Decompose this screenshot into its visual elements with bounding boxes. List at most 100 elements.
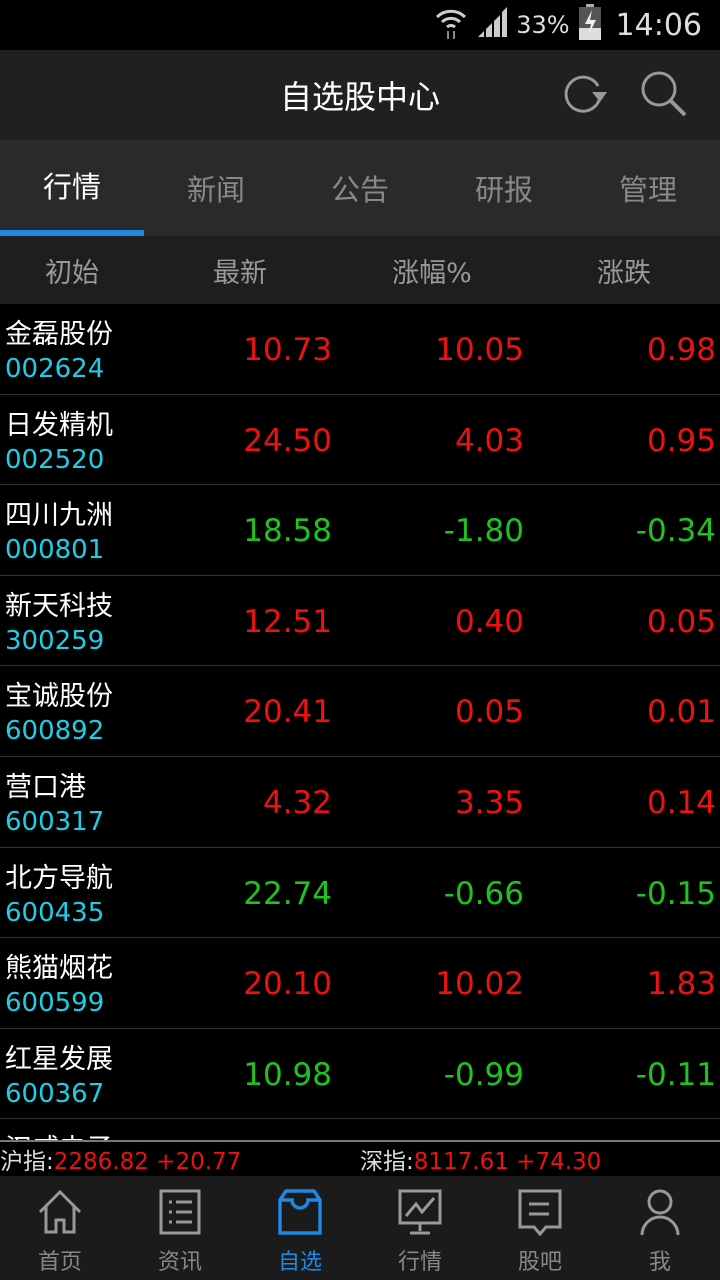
stock-change-pct: 4.03 xyxy=(454,422,524,459)
nav-label: 首页 xyxy=(37,1250,82,1275)
stock-name: 营口港 xyxy=(5,771,86,803)
stock-change-pct: -0.99 xyxy=(443,1056,524,1093)
stock-price: 10.73 xyxy=(243,332,332,368)
nav-watchlist[interactable]: 自选 xyxy=(240,1176,360,1280)
signal-icon xyxy=(476,7,508,43)
nav-home[interactable]: 首页 xyxy=(0,1176,120,1280)
stock-change-pct: -1.80 xyxy=(443,513,524,550)
stock-row[interactable]: 红星发展 600367 10.98 -0.99 -0.11 xyxy=(0,1029,720,1120)
stock-change: 0.98 xyxy=(646,332,716,368)
nav-me[interactable]: 我 xyxy=(600,1176,720,1280)
nav-label: 我 xyxy=(648,1250,671,1275)
column-header: 初始 最新 涨幅% 涨跌 xyxy=(0,236,720,304)
stock-name: 汉威电子 xyxy=(5,1127,113,1140)
stock-code: 000801 xyxy=(5,535,105,566)
stock-change: 0.05 xyxy=(646,603,716,640)
home-icon xyxy=(38,1189,82,1234)
col-latest[interactable]: 最新 xyxy=(213,257,267,289)
tab-manage[interactable]: 管理 xyxy=(618,173,677,207)
search-icon[interactable] xyxy=(638,68,690,124)
nav-forum[interactable]: 股吧 xyxy=(480,1176,600,1280)
tab-news[interactable]: 新闻 xyxy=(186,173,245,207)
stock-row[interactable]: 四川九洲 000801 18.58 -1.80 -0.34 xyxy=(0,485,720,576)
stock-code: 300259 xyxy=(5,625,105,656)
stock-name: 新天科技 xyxy=(5,590,113,622)
stock-name: 宝诚股份 xyxy=(5,681,113,713)
stock-price: 20.10 xyxy=(243,966,332,1003)
chart-icon xyxy=(398,1189,442,1235)
clock: 14:06 xyxy=(615,7,702,43)
sz-index-label: 深指: xyxy=(360,1149,414,1175)
stock-change: 1.83 xyxy=(646,966,716,1003)
sh-index-value: 2286.82 +20.77 xyxy=(53,1149,242,1175)
stock-name: 红星发展 xyxy=(5,1043,113,1075)
stock-change: -0.15 xyxy=(635,875,716,912)
nav-news[interactable]: 资讯 xyxy=(120,1176,240,1280)
nav-label: 自选 xyxy=(277,1250,322,1275)
stock-name: 四川九洲 xyxy=(5,500,113,532)
stock-price: 4.32 xyxy=(262,784,332,821)
stock-change: -0.11 xyxy=(635,1056,716,1093)
stock-row[interactable]: 日发精机 002520 24.50 4.03 0.95 xyxy=(0,395,720,486)
stock-list: 金磊股份 002624 10.73 10.05 0.98 日发精机 002520 … xyxy=(0,304,720,1140)
stock-name: 金磊股份 xyxy=(5,319,113,350)
stock-code: 600599 xyxy=(5,988,105,1019)
stock-change: 0.01 xyxy=(646,694,716,731)
col-initial[interactable]: 初始 xyxy=(45,257,99,289)
stock-price: 22.74 xyxy=(243,875,332,912)
tab-announcements[interactable]: 公告 xyxy=(330,173,389,207)
status-bar: 33% 14:06 xyxy=(0,0,720,50)
stock-code: 600435 xyxy=(5,897,105,928)
stock-change-pct: 3.35 xyxy=(454,784,524,821)
stock-row[interactable]: 新天科技 300259 12.51 0.40 0.05 xyxy=(0,576,720,667)
stock-price: 18.58 xyxy=(243,513,332,550)
user-icon xyxy=(640,1189,680,1236)
tab-research[interactable]: 研报 xyxy=(474,173,533,207)
stock-row[interactable]: 金磊股份 002624 10.73 10.05 0.98 xyxy=(0,304,720,395)
col-change[interactable]: 涨跌 xyxy=(597,257,651,289)
stock-code: 600892 xyxy=(5,716,105,747)
stock-change-pct: 0.40 xyxy=(454,603,524,640)
index-ticker: 沪指:2286.82 +20.77 深指:8117.61 +74.30 xyxy=(0,1140,720,1176)
stock-code: 600367 xyxy=(5,1078,105,1109)
stock-code: 002520 xyxy=(5,444,105,475)
list-icon xyxy=(159,1189,201,1235)
battery-icon xyxy=(578,4,602,46)
col-change-pct[interactable]: 涨幅% xyxy=(392,257,472,289)
chat-icon xyxy=(518,1189,562,1236)
stock-row[interactable]: 汉威电子 xyxy=(0,1119,720,1140)
stock-code: 002624 xyxy=(5,354,105,384)
sz-index-value: 8117.61 +74.30 xyxy=(413,1149,602,1175)
stock-name: 北方导航 xyxy=(5,862,113,894)
stock-change-pct: -0.66 xyxy=(443,875,524,912)
wifi-icon xyxy=(434,5,468,45)
stock-row[interactable]: 营口港 600317 4.32 3.35 0.14 xyxy=(0,757,720,848)
stock-change: 0.95 xyxy=(646,422,716,459)
nav-label: 资讯 xyxy=(157,1250,202,1275)
nav-market[interactable]: 行情 xyxy=(360,1176,480,1280)
stock-price: 24.50 xyxy=(243,422,332,459)
stock-change-pct: 0.05 xyxy=(454,694,524,731)
stock-row[interactable]: 宝诚股份 600892 20.41 0.05 0.01 xyxy=(0,666,720,757)
stock-change: -0.34 xyxy=(635,513,716,550)
nav-label: 行情 xyxy=(397,1250,442,1275)
refresh-icon[interactable] xyxy=(558,68,608,124)
tab-quotes[interactable]: 行情 xyxy=(0,140,144,236)
stock-name: 熊猫烟花 xyxy=(5,953,113,985)
stock-price: 20.41 xyxy=(243,694,332,731)
bottom-nav: 首页 资讯 自选 行情 股吧 我 xyxy=(0,1176,720,1280)
stock-name: 日发精机 xyxy=(5,409,113,441)
stock-row[interactable]: 北方导航 600435 22.74 -0.66 -0.15 xyxy=(0,848,720,939)
stock-code: 600317 xyxy=(5,806,105,837)
page-title: 自选股中心 xyxy=(279,78,440,116)
inbox-icon xyxy=(278,1189,322,1235)
stock-change-pct: 10.02 xyxy=(435,966,524,1003)
sh-index-label: 沪指: xyxy=(0,1149,54,1175)
tab-bar: 行情 新闻 公告 研报 管理 xyxy=(0,140,720,236)
stock-price: 10.98 xyxy=(243,1056,332,1093)
stock-row[interactable]: 熊猫烟花 600599 20.10 10.02 1.83 xyxy=(0,938,720,1029)
stock-change: 0.14 xyxy=(646,784,716,821)
app-header: 自选股中心 xyxy=(0,50,720,140)
nav-label: 股吧 xyxy=(517,1250,562,1275)
stock-price: 12.51 xyxy=(243,603,332,640)
